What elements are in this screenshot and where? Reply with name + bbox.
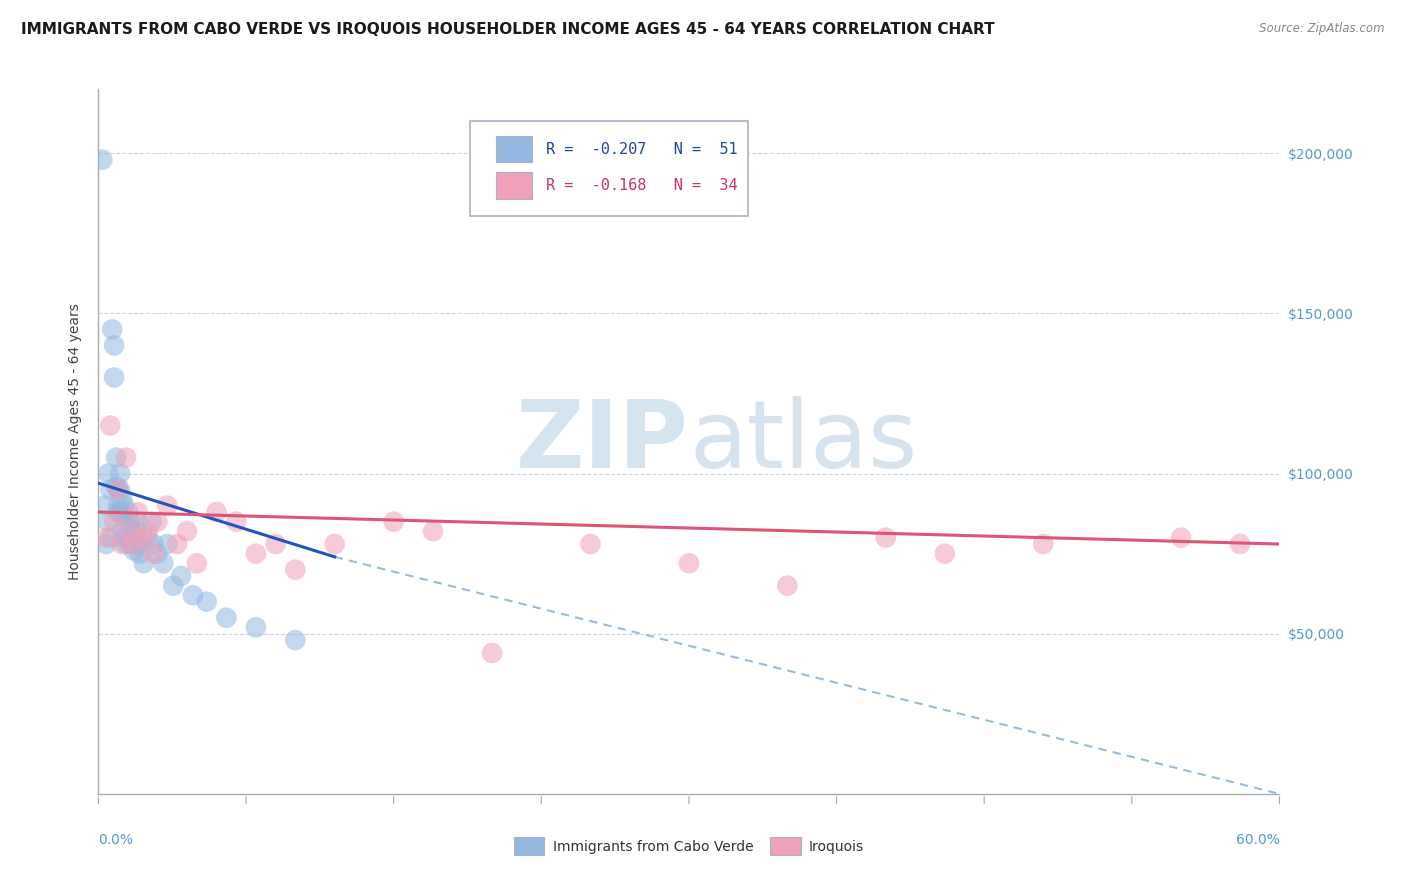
Point xyxy=(142,547,165,561)
Point xyxy=(101,322,124,336)
Point xyxy=(98,418,121,433)
Point xyxy=(122,543,145,558)
Point xyxy=(118,515,141,529)
Point xyxy=(481,646,503,660)
Point xyxy=(108,483,131,497)
Point xyxy=(284,633,307,648)
Point xyxy=(98,531,121,545)
Text: R =  -0.207   N =  51: R = -0.207 N = 51 xyxy=(546,142,738,157)
Point xyxy=(284,563,307,577)
Point xyxy=(96,531,118,545)
Point xyxy=(127,505,149,519)
Point xyxy=(127,515,149,529)
Point xyxy=(93,499,115,513)
Point xyxy=(132,556,155,570)
Point xyxy=(875,531,897,545)
Point xyxy=(162,579,184,593)
Point xyxy=(1229,537,1251,551)
Y-axis label: Householder Income Ages 45 - 64 years: Householder Income Ages 45 - 64 years xyxy=(69,303,83,580)
Point xyxy=(166,537,188,551)
Point xyxy=(103,515,125,529)
Point xyxy=(934,547,956,561)
Point xyxy=(111,537,134,551)
Point xyxy=(146,547,169,561)
Point xyxy=(97,515,120,529)
Legend: Immigrants from Cabo Verde, Iroquois: Immigrants from Cabo Verde, Iroquois xyxy=(509,832,869,861)
Point xyxy=(136,531,159,545)
Point xyxy=(156,499,179,513)
Point xyxy=(176,524,198,539)
Point xyxy=(105,450,128,465)
Point xyxy=(115,515,138,529)
Point xyxy=(117,531,139,545)
Point xyxy=(103,370,125,384)
Point xyxy=(125,524,148,539)
Point xyxy=(111,524,134,539)
Point xyxy=(115,537,138,551)
Point xyxy=(181,588,204,602)
Point xyxy=(127,537,149,551)
Point xyxy=(170,569,193,583)
Point xyxy=(108,467,131,481)
Point xyxy=(122,531,145,545)
Point xyxy=(107,483,129,497)
Point xyxy=(1170,531,1192,545)
Text: ZIP: ZIP xyxy=(516,395,689,488)
Point xyxy=(245,547,267,561)
Point xyxy=(382,515,405,529)
Point xyxy=(245,620,267,634)
Point xyxy=(142,537,165,551)
Point xyxy=(111,505,134,519)
Point xyxy=(103,338,125,352)
Point xyxy=(323,537,346,551)
Point xyxy=(107,483,129,497)
Point xyxy=(152,556,174,570)
Point xyxy=(205,505,228,519)
Point xyxy=(112,499,135,513)
Point xyxy=(121,524,143,539)
Point xyxy=(111,492,134,507)
Point xyxy=(131,537,153,551)
Point xyxy=(128,547,150,561)
Point xyxy=(156,537,179,551)
FancyBboxPatch shape xyxy=(471,121,748,216)
Point xyxy=(117,505,139,519)
Point xyxy=(122,537,145,551)
Text: R =  -0.168   N =  34: R = -0.168 N = 34 xyxy=(546,178,738,194)
Point xyxy=(579,537,602,551)
Point xyxy=(105,479,128,493)
Point xyxy=(107,505,129,519)
Point xyxy=(225,515,247,529)
Point xyxy=(108,505,131,519)
Point xyxy=(141,515,163,529)
Text: IMMIGRANTS FROM CABO VERDE VS IROQUOIS HOUSEHOLDER INCOME AGES 45 - 64 YEARS COR: IMMIGRANTS FROM CABO VERDE VS IROQUOIS H… xyxy=(21,22,994,37)
Point xyxy=(146,515,169,529)
Point xyxy=(98,483,121,497)
Point xyxy=(1032,537,1054,551)
Point xyxy=(107,499,129,513)
Point xyxy=(422,524,444,539)
Point xyxy=(264,537,287,551)
Point xyxy=(132,531,155,545)
Bar xyxy=(496,136,531,162)
Point xyxy=(215,610,238,624)
Point xyxy=(91,153,114,167)
Point xyxy=(115,450,138,465)
Point xyxy=(118,524,141,539)
Text: 0.0%: 0.0% xyxy=(98,832,134,847)
Bar xyxy=(496,172,531,199)
Point xyxy=(96,537,118,551)
Text: atlas: atlas xyxy=(689,395,917,488)
Text: Source: ZipAtlas.com: Source: ZipAtlas.com xyxy=(1260,22,1385,36)
Point xyxy=(136,524,159,539)
Point xyxy=(776,579,799,593)
Point xyxy=(186,556,208,570)
Point xyxy=(195,595,218,609)
Point xyxy=(118,537,141,551)
Point xyxy=(678,556,700,570)
Point xyxy=(112,531,135,545)
Point xyxy=(97,467,120,481)
Text: 60.0%: 60.0% xyxy=(1236,832,1279,847)
